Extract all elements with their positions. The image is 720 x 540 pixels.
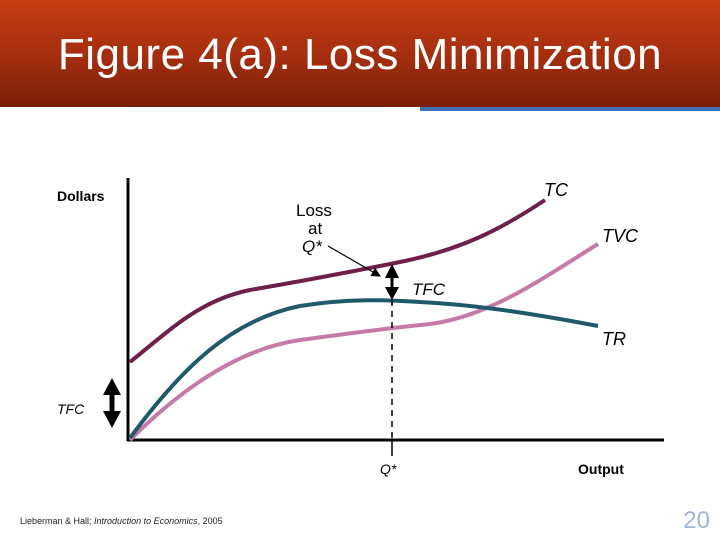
tr-curve	[128, 298, 599, 440]
y-axis-label: Dollars	[57, 188, 105, 204]
loss-gap-arrowhead-down	[385, 287, 399, 300]
footer-book-title: Introduction to Economics	[94, 516, 198, 526]
footer-year: , 2005	[197, 516, 223, 526]
loss-label-line3: Q*	[302, 237, 323, 256]
x-axis-label: Output	[578, 461, 624, 477]
tc-curve-label: TC	[544, 180, 569, 200]
title-bar: Figure 4(a): Loss Minimization	[0, 0, 720, 107]
tfc-gap-label: TFC	[412, 280, 446, 299]
footer-authors: Lieberman & Hall;	[20, 516, 95, 526]
loss-label-line1: Loss	[296, 201, 332, 220]
title-underline	[420, 107, 720, 111]
footer-citation: Lieberman & Hall; Introduction to Econom…	[20, 516, 223, 526]
tfc-left-label: TFC	[57, 401, 85, 417]
loss-label-line2: at	[308, 219, 322, 238]
tfc-arrowhead-up	[103, 378, 121, 395]
page-number: 20	[683, 507, 710, 534]
tvc-curve	[128, 242, 600, 442]
tfc-arrowhead-down	[103, 411, 121, 428]
tc-curve	[128, 198, 547, 364]
slide-title: Figure 4(a): Loss Minimization	[57, 30, 663, 79]
tr-curve-label: TR	[602, 329, 626, 349]
loss-gap-arrowhead-up	[385, 264, 399, 278]
loss-pointer-line	[327, 245, 382, 277]
tvc-curve-label: TVC	[602, 226, 639, 246]
q-star-label: Q*	[380, 461, 397, 477]
